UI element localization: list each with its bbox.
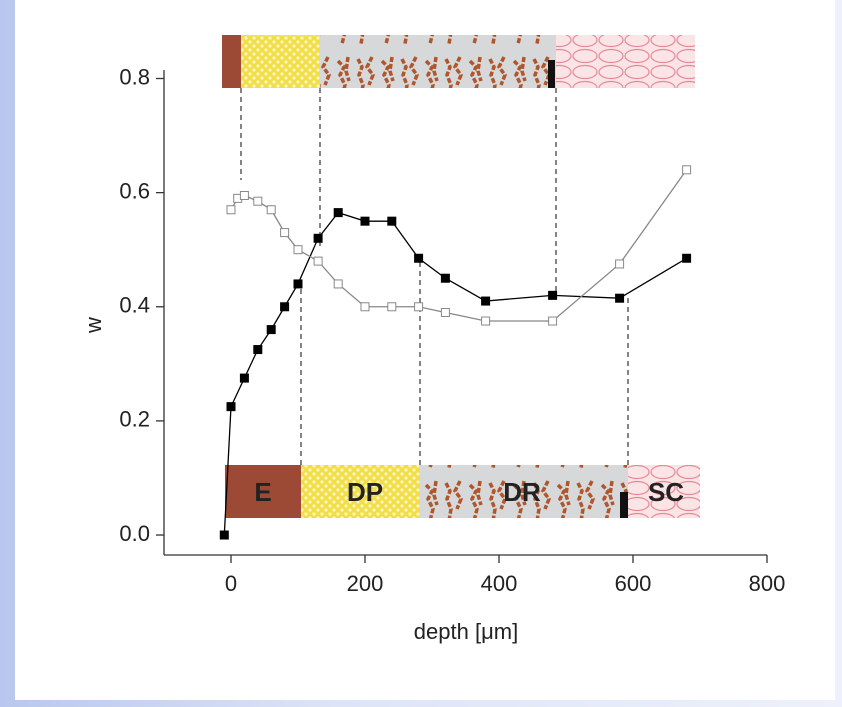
data-point	[414, 253, 424, 263]
y-tick-label: 0.2	[119, 407, 150, 432]
top-layer-bar	[222, 35, 695, 88]
data-point	[266, 205, 276, 215]
data-point	[481, 296, 491, 306]
data-point	[253, 196, 263, 206]
y-axis-label: w	[81, 317, 106, 334]
data-point	[280, 302, 290, 312]
data-point	[615, 259, 625, 269]
data-point	[293, 279, 303, 289]
data-point	[253, 345, 263, 355]
data-point	[387, 216, 397, 226]
data-point	[239, 373, 249, 383]
x-tick-label: 600	[615, 571, 652, 596]
data-point	[333, 208, 343, 218]
data-point	[548, 316, 558, 326]
data-point	[226, 402, 236, 412]
layer-label: DP	[347, 477, 383, 507]
data-point	[333, 279, 343, 289]
y-tick-label: 0.0	[119, 521, 150, 546]
bottom-layer-bar: E DP DR SC	[225, 465, 700, 518]
data-point	[360, 302, 370, 312]
y-tick-label: 0.4	[119, 293, 150, 318]
data-point	[313, 256, 323, 266]
boundary-lines	[240, 88, 629, 465]
data-point	[414, 302, 424, 312]
data-point	[682, 165, 692, 175]
data-point	[266, 325, 276, 335]
data-point	[293, 245, 303, 255]
data-point	[387, 302, 397, 312]
data-point	[481, 316, 491, 326]
data-point	[280, 228, 290, 238]
layer-label: E	[254, 477, 271, 507]
x-tick-label: 0	[225, 571, 237, 596]
data-point	[615, 293, 625, 303]
data-point	[226, 205, 236, 215]
x-tick-label: 800	[749, 571, 786, 596]
layer-label: SC	[648, 477, 684, 507]
y-tick-label: 0.6	[119, 178, 150, 203]
data-point	[440, 307, 450, 317]
x-tick-label: 200	[347, 571, 384, 596]
data-point	[360, 216, 370, 226]
data-point	[548, 290, 558, 300]
data-point	[682, 253, 692, 263]
data-point	[313, 233, 323, 243]
data-point	[239, 190, 249, 200]
x-tick-label: 400	[481, 571, 518, 596]
data-point	[219, 530, 229, 540]
panel	[15, 0, 835, 700]
y-tick-label: 0.8	[119, 64, 150, 89]
x-axis-label: depth [μm]	[414, 619, 518, 644]
data-point	[440, 273, 450, 283]
layer-label: DR	[503, 477, 541, 507]
